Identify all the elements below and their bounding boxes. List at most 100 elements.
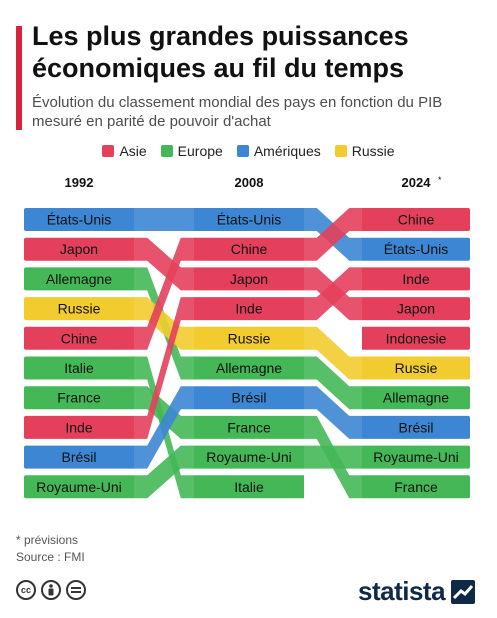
connector-bresil-2008 [304, 386, 362, 439]
rank-bar-italie-1992: Italie [24, 356, 134, 380]
rank-bar-bresil-2008: Brésil [194, 386, 304, 410]
rank-label: Brésil [61, 449, 96, 465]
connector-chine-2008 [304, 208, 362, 261]
rank-bar-japon-2008: Japon [194, 267, 304, 291]
rank-label: Allemagne [216, 360, 282, 376]
title-accent-bar [16, 26, 22, 130]
license-icons: cc [16, 580, 86, 600]
legend: Asie Europe Amériques Russie [0, 143, 497, 159]
rank-bar-shape [194, 297, 304, 321]
legend-label-asie: Asie [119, 143, 147, 159]
bump-chart: 1992 2008 2024 * États-Unis Japon Allemagne Rus… [24, 175, 470, 499]
no-derivatives-icon [66, 580, 86, 600]
rank-label: Brésil [231, 390, 266, 406]
rank-label: France [57, 390, 101, 406]
rank-bar-shape [194, 356, 304, 380]
rank-label: États-Unis [217, 212, 282, 228]
rank-label: Chine [398, 212, 435, 228]
rank-label: Inde [235, 301, 262, 317]
brand-name: statista [358, 576, 446, 606]
rank-label: Royaume-Uni [36, 479, 122, 495]
rank-label: Chine [231, 241, 268, 257]
legend-swatch-europe [160, 145, 173, 157]
connector-france-1992 [134, 386, 194, 439]
connector-royaume-uni-2008 [304, 445, 362, 469]
rank-label: Allemagne [383, 390, 449, 406]
rank-bar-allemagne-1992: Allemagne [24, 267, 134, 291]
rank-bar-shape [24, 297, 134, 321]
rank-bar-shape [24, 445, 134, 469]
rank-bar-chine-1992: Chine [24, 326, 134, 350]
rank-bar-shape [24, 415, 134, 439]
connector-allemagne-2008 [304, 356, 362, 410]
rank-bar-russie-2008: Russie [194, 326, 304, 350]
year-label-2008: 2008 [235, 175, 264, 190]
rank-bar-shape [362, 415, 470, 439]
legend-swatch-russie [334, 145, 347, 157]
rank-bar-inde-2024: Inde [362, 267, 470, 291]
rank-bar-shape [24, 475, 134, 499]
legend-label-europe: Europe [177, 143, 223, 159]
rank-bar-shape [24, 237, 134, 261]
rank-bar-shape [24, 208, 134, 231]
connector-etats-unis-1992 [134, 208, 194, 231]
legend-item-russie: Russie [334, 143, 395, 159]
rank-bar-shape [362, 208, 470, 231]
rank-bar-shape [362, 356, 470, 380]
connector-royaume-uni-1992 [134, 445, 194, 499]
rank-label: Royaume-Uni [373, 449, 459, 465]
legend-item-asie: Asie [102, 143, 147, 159]
rank-bar-allemagne-2008: Allemagne [194, 356, 304, 380]
rank-bar-japon-2024: Japon [362, 297, 470, 321]
legend-swatch-ameriques [236, 145, 249, 157]
cc-icon: cc [16, 580, 36, 600]
rank-bar-royaume-uni-2024: Royaume-Uni [362, 445, 470, 469]
rank-bar-shape [194, 475, 304, 499]
rank-bar-bresil-1992: Brésil [24, 445, 134, 469]
rank-bar-shape [24, 267, 134, 291]
rank-label: Allemagne [46, 271, 112, 287]
legend-item-ameriques: Amériques [236, 143, 321, 159]
attribution-icon [41, 580, 61, 600]
rank-bar-shape [194, 415, 304, 439]
rank-bar-shape [362, 475, 470, 499]
legend-label-russie: Russie [351, 143, 395, 159]
rank-label: Brésil [398, 419, 433, 435]
rank-bar-shape [194, 326, 304, 350]
rank-bar-italie-2008: Italie [194, 475, 304, 499]
rank-bar-shape [362, 386, 470, 410]
rank-label: Indonesie [386, 330, 447, 346]
rank-label: Inde [402, 271, 429, 287]
rank-bar-etats-unis-1992: États-Unis [24, 208, 134, 231]
rank-bar-inde-2008: Inde [194, 297, 304, 321]
legend-item-europe: Europe [160, 143, 223, 159]
rank-label: Japon [397, 301, 435, 317]
chart-title: Les plus grandes puissances économiques … [32, 21, 409, 83]
rank-bar-shape [194, 208, 304, 231]
rank-label: Russie [228, 330, 271, 346]
rank-bar-etats-unis-2008: États-Unis [194, 208, 304, 231]
source-note: Source : FMI [16, 550, 85, 564]
rank-label: Italie [64, 360, 94, 376]
rank-bar-shape [362, 267, 470, 291]
rank-bar-inde-1992: Inde [24, 415, 134, 439]
rank-label: Royaume-Uni [206, 449, 292, 465]
connector-chine-1992 [134, 237, 194, 350]
footnote: * prévisions Source : FMI [16, 532, 85, 566]
rank-label: France [227, 419, 271, 435]
rank-bar-shape [194, 445, 304, 469]
rank-bar-shape [362, 445, 470, 469]
rank-bar-royaume-uni-1992: Royaume-Uni [24, 475, 134, 499]
rank-bar-shape [24, 386, 134, 410]
rank-bar-shape [194, 267, 304, 291]
legend-swatch-asie [102, 145, 115, 157]
rank-label: Japon [60, 241, 98, 257]
connector-russie-1992 [134, 297, 194, 350]
rank-bar-shape [362, 237, 470, 261]
connector-bresil-1992 [134, 386, 194, 469]
rank-label: Chine [61, 330, 98, 346]
rank-bar-france-2024: France [362, 475, 470, 499]
year-label-1992: 1992 [65, 175, 94, 190]
rank-label: États-Unis [47, 212, 112, 228]
connector-inde-1992 [134, 297, 194, 439]
